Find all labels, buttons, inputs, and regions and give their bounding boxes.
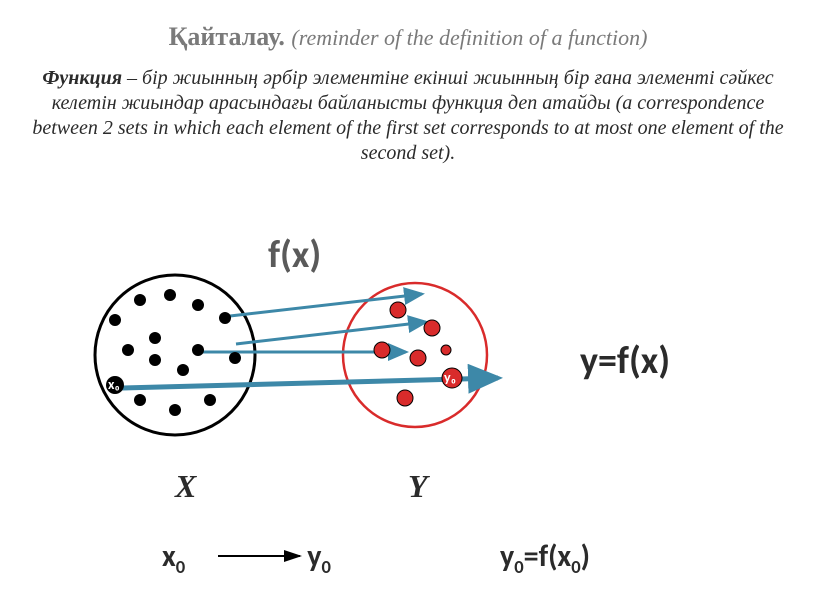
y0-dot-label: y₀ xyxy=(444,369,456,386)
function-diagram xyxy=(0,0,816,613)
set-x-label: X xyxy=(175,468,196,505)
set-y-label: Y xyxy=(408,468,428,505)
fx-label: f(x) xyxy=(268,232,321,278)
bottom-equation: y0=f(x0) xyxy=(500,538,590,578)
bottom-mapping: x0 y0 xyxy=(162,538,331,578)
x0-dot-label: x₀ xyxy=(108,376,120,393)
x0-symbol: x0 xyxy=(162,538,185,578)
y0-symbol: y0 xyxy=(307,538,331,578)
equation-label: y=f(x) xyxy=(580,338,670,384)
